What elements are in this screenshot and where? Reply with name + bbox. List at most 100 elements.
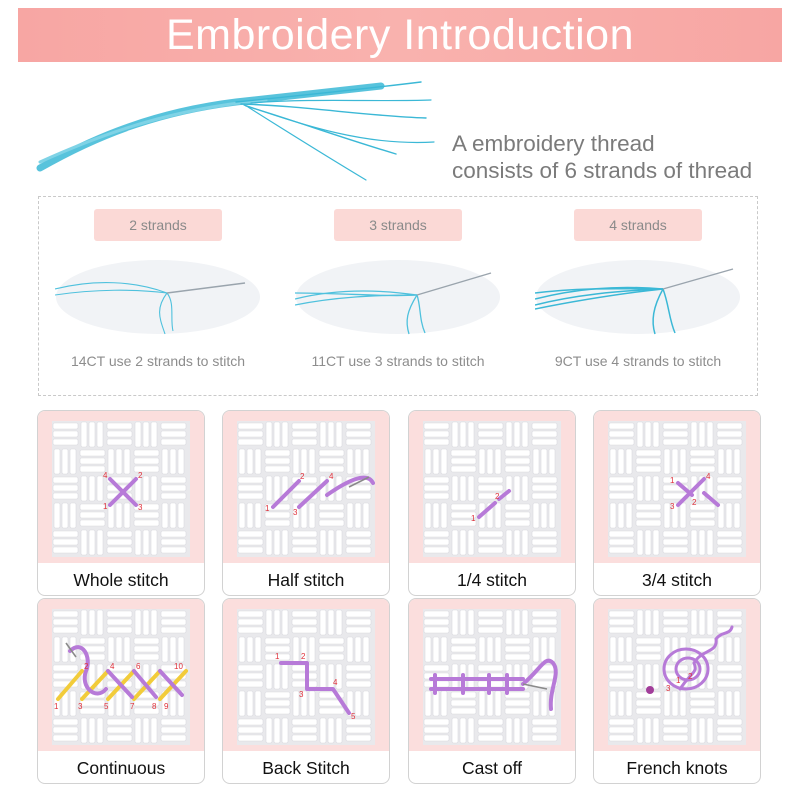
fabric-thread: [246, 448, 254, 475]
fabric-thread: [52, 734, 79, 742]
fabric-thread: [478, 636, 486, 663]
fabric-thread: [160, 476, 187, 484]
fabric-thread: [689, 691, 716, 699]
fabric-thread: [532, 502, 540, 529]
stitch-number: 2: [84, 662, 89, 671]
fabric-thread: [142, 717, 150, 744]
fabric-thread: [169, 636, 177, 663]
fabric-thread: [362, 502, 370, 529]
fabric-thread: [477, 618, 504, 626]
fabric-thread: [531, 726, 558, 734]
stitch-number: 3: [666, 684, 671, 693]
fabric-thread: [265, 717, 273, 744]
fabric-thread: [160, 484, 187, 492]
stitch-number: 3: [299, 690, 304, 699]
fabric-thread: [504, 653, 531, 661]
strand-comparison-panel: 2 strands 14CT use 2 strands to stitch 3…: [38, 196, 758, 396]
fabric-thread: [160, 734, 187, 742]
fabric-thread: [345, 626, 372, 634]
fabric-thread: [327, 421, 335, 448]
fabric-thread: [52, 618, 79, 626]
fabric-thread: [635, 457, 662, 465]
fabric-thread: [494, 636, 502, 663]
fabric-thread: [440, 448, 448, 475]
fabric-thread: [531, 492, 558, 500]
fabric-thread: [264, 653, 291, 661]
fabric-thread: [486, 636, 494, 663]
fabric-thread: [106, 422, 133, 430]
fabric-thread: [608, 726, 635, 734]
continuous-stitch-diagram: 1 2 3 4 5 6 7 8 9 10: [52, 609, 190, 745]
fabric-thread: [61, 636, 69, 663]
stitch-label: Back Stitch: [262, 757, 350, 778]
fabric-thread: [318, 637, 345, 645]
fabric-thread: [53, 502, 61, 529]
fabric-thread: [106, 718, 133, 726]
fabric-thread: [636, 421, 644, 448]
stitch-label: 1/4 stitch: [456, 569, 528, 590]
fabric-thread: [346, 636, 354, 663]
fabric-thread: [133, 511, 160, 519]
fabric-thread: [79, 653, 106, 661]
fabric-thread: [291, 618, 318, 626]
fabric-thread: [548, 636, 556, 663]
fabric-thread: [450, 457, 477, 465]
fabric-thread: [346, 448, 354, 475]
fabric-thread: [450, 653, 477, 661]
fabric-thread: [531, 618, 558, 626]
stitch-card-whole: 1 2 3 4 Whole stitch: [37, 410, 205, 596]
stitch-card-back: 1 2 3 4 5 Back Stitch: [222, 598, 390, 784]
thread-photo: [36, 81, 435, 181]
stitch-number: 1: [275, 652, 280, 661]
fabric-thread: [531, 626, 558, 634]
fabric-thread: [318, 511, 345, 519]
fabric-thread: [237, 718, 264, 726]
fabric-thread: [635, 511, 662, 519]
stitch-number: 7: [130, 702, 135, 711]
fabric-thread: [635, 653, 662, 661]
fabric-thread: [318, 645, 345, 653]
fabric-thread: [608, 530, 635, 538]
fabric-thread: [106, 610, 133, 618]
fabric-thread: [238, 448, 246, 475]
fabric-thread: [52, 726, 79, 734]
fabric-thread: [160, 422, 187, 430]
fabric-thread: [733, 636, 741, 663]
fabric-thread: [237, 530, 264, 538]
fabric-thread: [52, 430, 79, 438]
fabric-thread: [291, 530, 318, 538]
thread-caption-line1: A embroidery thread: [452, 131, 655, 156]
fabric-thread: [531, 422, 558, 430]
fabric-thread: [608, 680, 635, 688]
fabric-thread: [133, 519, 160, 527]
fabric-thread: [532, 690, 540, 717]
fabric-thread: [107, 502, 115, 529]
stitch-number: 2: [495, 492, 500, 501]
strand-column-3: 3 strands 11CT use 3 strands to stitch: [283, 197, 513, 397]
fabric-thread: [319, 529, 327, 556]
fabric-thread: [319, 663, 327, 690]
fabric-thread: [237, 438, 264, 446]
fabric-thread: [689, 511, 716, 519]
stitch-number: 9: [164, 702, 169, 711]
fabric-thread: [716, 672, 743, 680]
fabric-thread: [717, 690, 725, 717]
fabric-thread: [53, 636, 61, 663]
fabric-thread: [423, 538, 450, 546]
fabric-thread: [608, 626, 635, 634]
fabric-thread: [716, 430, 743, 438]
fabric-thread: [725, 448, 733, 475]
stitch-number: 1: [471, 514, 476, 523]
fabric-thread: [478, 690, 486, 717]
fabric-thread: [440, 502, 448, 529]
fabric-thread: [80, 421, 88, 448]
fabric-thread: [265, 475, 273, 502]
fabric-thread: [115, 502, 123, 529]
fabric-thread: [477, 718, 504, 726]
fabric-thread: [264, 691, 291, 699]
fabric-thread: [540, 690, 548, 717]
fabric-thread: [238, 690, 246, 717]
fabric-thread: [52, 484, 79, 492]
fabric-thread: [679, 690, 687, 717]
fabric-thread: [716, 546, 743, 554]
